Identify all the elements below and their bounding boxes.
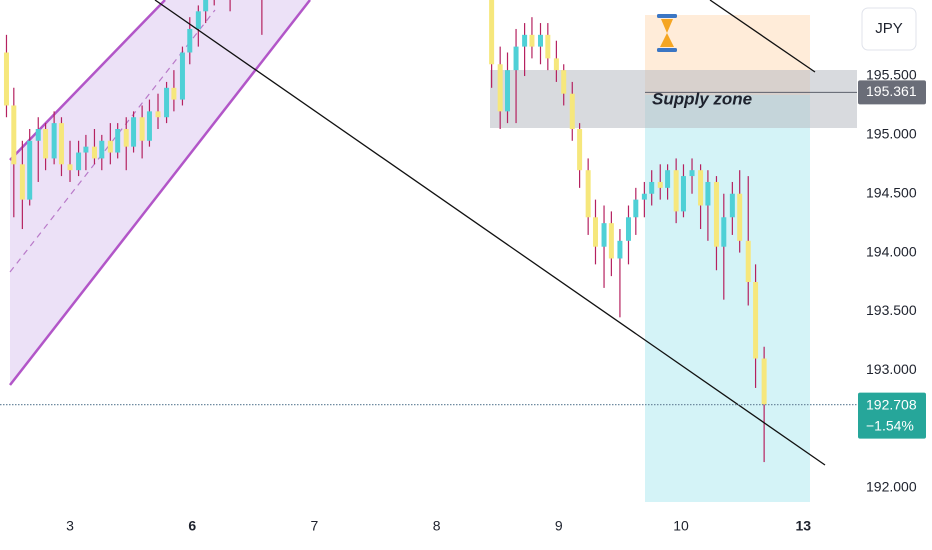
y-tick-label: 194.500: [866, 184, 917, 200]
currency-button[interactable]: [861, 7, 917, 51]
x-tick-label: 10: [673, 518, 689, 534]
entry-tag: [858, 80, 926, 105]
candle-body: [761, 358, 767, 405]
candle-body: [698, 170, 704, 206]
currency[interactable]: JPY: [875, 20, 903, 37]
candle-body: [11, 105, 17, 165]
candle-body: [91, 146, 97, 159]
candle-body: [27, 140, 33, 200]
candle-body: [67, 164, 73, 171]
y-tick-label: 193.000: [866, 361, 917, 377]
candle-body: [689, 170, 695, 177]
x-tick-label: 3: [66, 518, 74, 534]
candle-body: [553, 58, 559, 71]
candle-body: [139, 117, 145, 141]
candle-body: [545, 34, 551, 59]
y-tick-label: 192.000: [866, 479, 917, 495]
entry-price: 195.361: [866, 83, 917, 99]
candle-body: [497, 64, 503, 112]
change: −1.54%: [866, 417, 914, 433]
candle-body: [171, 87, 177, 100]
zone-label: Supply zone: [652, 89, 752, 108]
candle-body: [713, 181, 719, 247]
candle-body: [745, 240, 751, 283]
trendline: [154, 0, 826, 466]
candle-body: [601, 223, 607, 247]
candle-body: [146, 111, 152, 141]
candle-body: [107, 140, 113, 153]
y-tick-label: 194.000: [866, 243, 917, 259]
candle-body: [608, 223, 614, 259]
candles: [3, 0, 767, 463]
x-tick-label: 7: [311, 518, 319, 534]
candle-body: [673, 170, 679, 212]
candle-body: [641, 193, 647, 200]
candle-body: [489, 0, 495, 65]
candle-body: [705, 181, 711, 206]
candle-body: [625, 217, 631, 241]
candle-body: [561, 70, 567, 94]
candle-body: [187, 28, 193, 53]
last-price-tag: [858, 392, 926, 439]
candle-body: [577, 128, 583, 171]
trendlines: [154, 0, 826, 466]
candle-body: [58, 123, 64, 165]
candle-body: [76, 152, 82, 171]
candle-body: [649, 181, 655, 194]
x-tick-label: 8: [433, 518, 441, 534]
candle-body: [51, 123, 57, 159]
candle-body: [115, 128, 121, 153]
candle-body: [203, 0, 209, 12]
hourglass-icon: [657, 14, 677, 52]
candle-body: [665, 170, 671, 188]
candle-body: [753, 282, 759, 359]
candle-body: [537, 34, 543, 47]
x-tick-label: 9: [555, 518, 563, 534]
candle-body: [721, 217, 727, 247]
candle-body: [3, 52, 9, 106]
trendline: [709, 0, 816, 73]
drawings: [9, 0, 857, 502]
y-tick-label: 195.000: [866, 126, 917, 142]
candle-body: [529, 34, 535, 47]
candle-body: [43, 128, 49, 159]
last-price: 192.708: [866, 396, 917, 412]
candle-body: [513, 46, 519, 71]
candle-body: [633, 199, 639, 218]
x-tick-label: 6: [188, 518, 196, 534]
channel-lower: [9, 0, 311, 386]
candle-body: [155, 111, 161, 118]
y-tick-label: 195.500: [866, 67, 917, 83]
candle-body: [617, 240, 623, 259]
candle-body: [505, 70, 511, 112]
y-tick-label: 193.500: [866, 302, 917, 318]
candle-body: [83, 146, 89, 153]
candle-body: [123, 128, 129, 147]
candle-body: [179, 52, 185, 100]
candle-body: [585, 170, 591, 218]
candle-body: [19, 164, 25, 200]
candle-body: [195, 11, 201, 29]
candle-body: [99, 140, 105, 159]
candle-body: [592, 217, 598, 247]
candle-body: [569, 93, 575, 129]
candle-body: [522, 34, 528, 47]
candle-body: [657, 181, 663, 188]
candle-body: [164, 87, 170, 118]
candle-body: [737, 193, 743, 241]
candle-body: [729, 193, 735, 218]
candle-body: [680, 176, 686, 212]
x-tick-label: 13: [795, 518, 811, 534]
supply-zone: [490, 70, 857, 128]
candle-body: [131, 117, 137, 147]
candle-body: [35, 128, 41, 141]
target-zone: [645, 95, 810, 502]
